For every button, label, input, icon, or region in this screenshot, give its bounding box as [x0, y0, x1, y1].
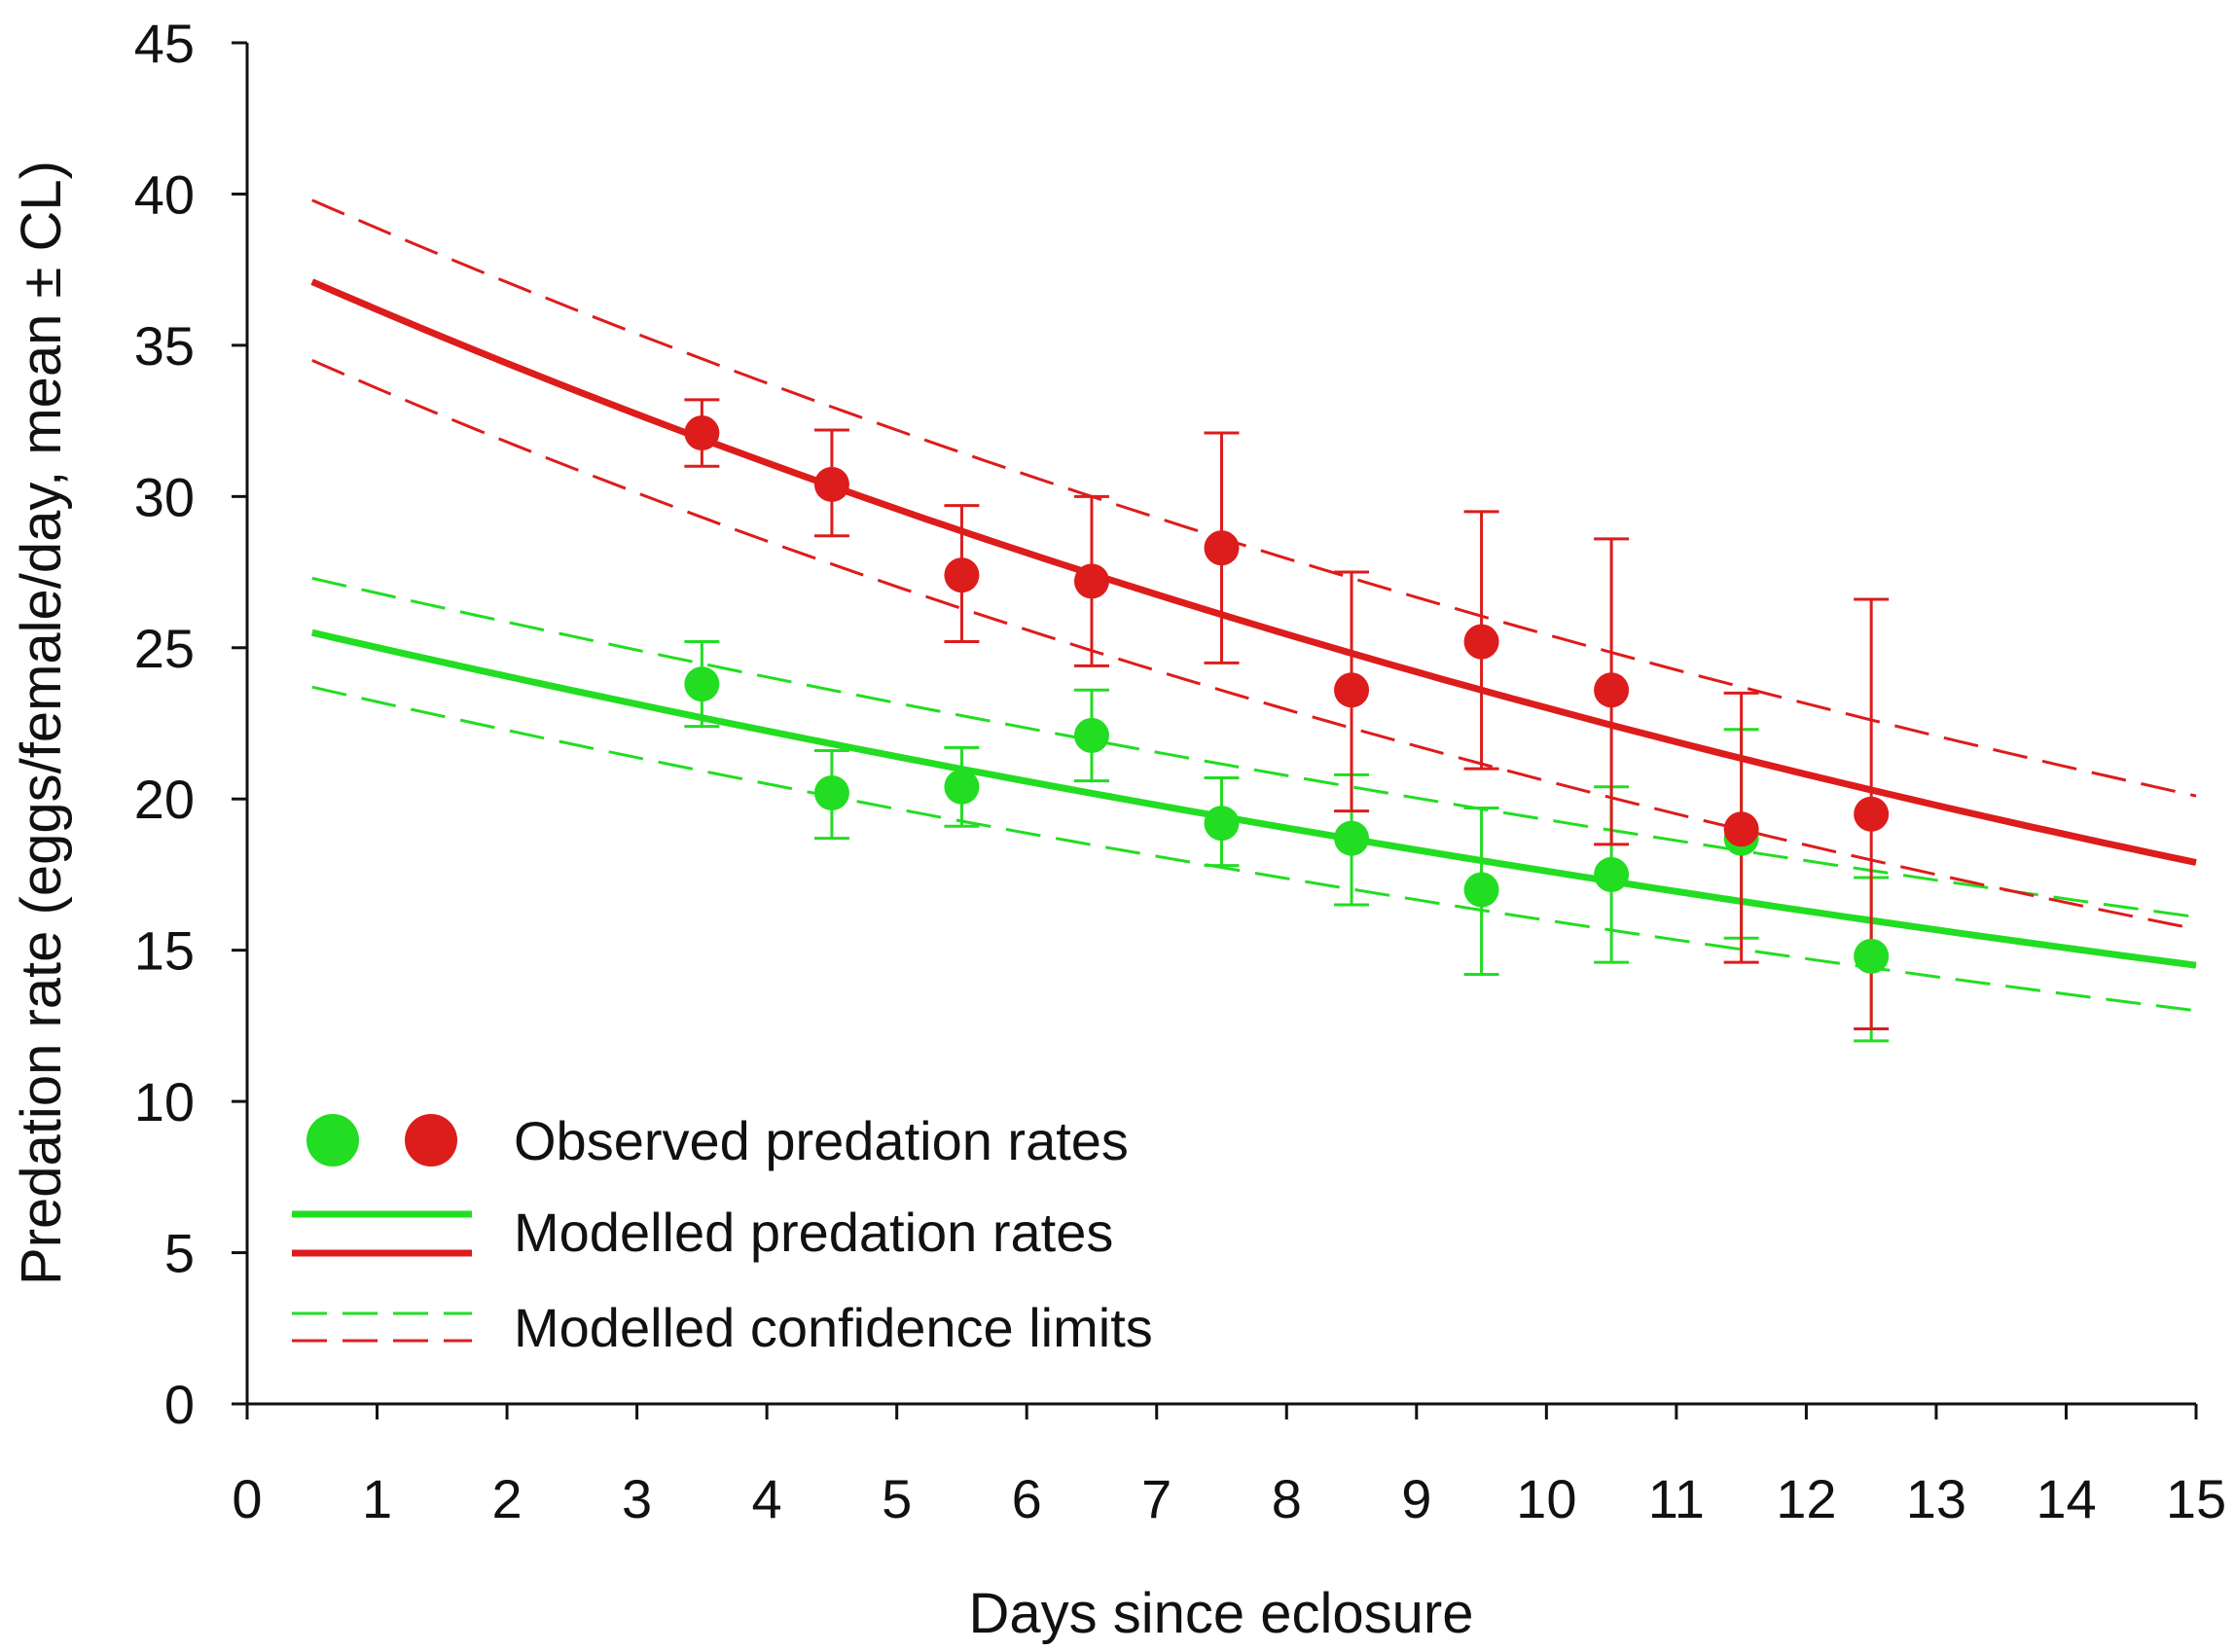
y-axis-title: Predation rate (eggs/female/day, mean ± … [10, 161, 73, 1285]
red-observed-point [1334, 672, 1370, 708]
red-observed-point [1204, 530, 1240, 566]
legend: Observed predation rates Modelled predat… [292, 1110, 1153, 1358]
y-tick-label: 20 [134, 769, 195, 830]
y-tick-label: 10 [134, 1071, 195, 1132]
red-ci-upper-line [311, 198, 2197, 798]
x-tick-label: 1 [362, 1468, 392, 1529]
red-model-line [310, 278, 2197, 866]
x-tick-label: 8 [1272, 1468, 1302, 1529]
red-observed-point [944, 557, 980, 593]
green-observed-point [1594, 856, 1630, 892]
y-ticks: 0 5 10 15 20 25 30 35 40 45 [134, 13, 247, 1435]
x-tick-label: 7 [1141, 1468, 1172, 1529]
x-tick-label: 11 [1648, 1468, 1705, 1529]
green-observed-point [1073, 717, 1109, 753]
red-observed-point [813, 466, 849, 502]
red-observed-point [1723, 811, 1759, 847]
x-axis-title: Days since eclosure [969, 1582, 1474, 1645]
y-tick-label: 0 [164, 1374, 195, 1435]
green-observed-point [684, 666, 720, 702]
green-observed-point [944, 769, 980, 805]
axes [245, 43, 2196, 1406]
legend-observed-green-marker [306, 1114, 359, 1167]
x-tick-label: 10 [1516, 1468, 1576, 1529]
green-observed-point [1463, 872, 1499, 908]
x-tick-label: 4 [752, 1468, 782, 1529]
red-observed-point [1073, 563, 1109, 599]
green-observed-point [1854, 938, 1890, 974]
y-tick-label: 30 [134, 466, 195, 527]
x-ticks: 0 1 2 3 4 5 6 7 8 9 10 11 12 13 14 15 [232, 1404, 2226, 1529]
x-tick-label: 6 [1012, 1468, 1042, 1529]
green-ci-lower-line [311, 685, 2197, 1013]
y-tick-label: 35 [134, 315, 195, 377]
legend-confidence-label: Modelled confidence limits [514, 1297, 1153, 1358]
red-observed-point [1854, 796, 1890, 832]
green-observed-point [1204, 806, 1240, 842]
x-tick-label: 13 [1906, 1468, 1966, 1529]
x-tick-label: 14 [2036, 1468, 2096, 1529]
red-observed-point [684, 415, 720, 451]
x-tick-label: 2 [491, 1468, 522, 1529]
green-model-line [311, 628, 2197, 969]
green-observed-point [1334, 820, 1370, 856]
x-tick-label: 3 [622, 1468, 652, 1529]
green-observed-point [813, 775, 849, 811]
y-tick-label: 25 [134, 618, 195, 679]
green-ci-upper-line [311, 576, 2197, 918]
y-tick-label: 15 [134, 920, 195, 982]
x-tick-label: 12 [1776, 1468, 1836, 1529]
y-tick-label: 40 [134, 163, 195, 225]
x-tick-label: 9 [1401, 1468, 1431, 1529]
y-tick-label: 45 [134, 13, 195, 74]
x-tick-label: 0 [232, 1468, 262, 1529]
x-tick-label: 5 [882, 1468, 912, 1529]
legend-modelled-label: Modelled predation rates [514, 1202, 1113, 1263]
plot-area [310, 198, 2197, 1043]
legend-observed-red-marker [405, 1114, 457, 1167]
y-tick-label: 5 [164, 1223, 195, 1284]
red-observed-point [1594, 672, 1630, 708]
x-tick-label: 15 [2166, 1468, 2226, 1529]
red-ci-lower-line [311, 359, 2197, 931]
red-observed-point [1463, 624, 1499, 660]
legend-observed-label: Observed predation rates [514, 1110, 1129, 1171]
